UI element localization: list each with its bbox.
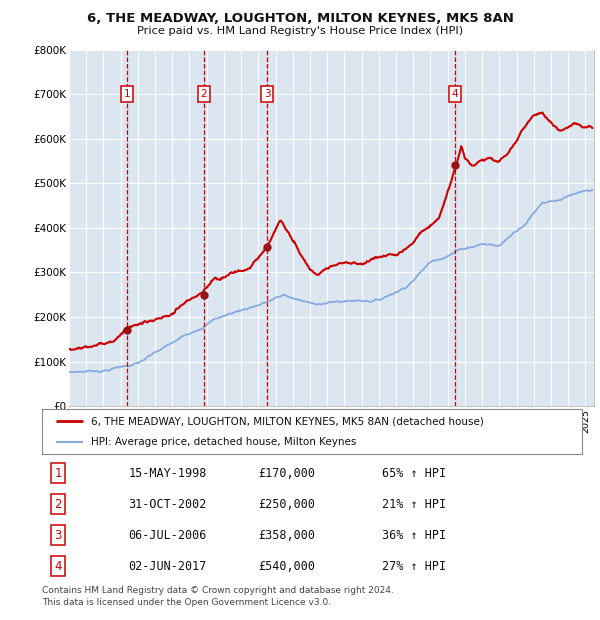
Text: 21% ↑ HPI: 21% ↑ HPI (382, 498, 446, 510)
Text: HPI: Average price, detached house, Milton Keynes: HPI: Average price, detached house, Milt… (91, 436, 356, 447)
Text: 4: 4 (452, 89, 458, 99)
Text: 2: 2 (200, 89, 207, 99)
Text: Price paid vs. HM Land Registry's House Price Index (HPI): Price paid vs. HM Land Registry's House … (137, 26, 463, 36)
Text: 1: 1 (55, 467, 62, 479)
Text: 2: 2 (55, 498, 62, 510)
Text: £540,000: £540,000 (258, 560, 315, 572)
Text: 4: 4 (55, 560, 62, 572)
Text: 6, THE MEADWAY, LOUGHTON, MILTON KEYNES, MK5 8AN (detached house): 6, THE MEADWAY, LOUGHTON, MILTON KEYNES,… (91, 416, 484, 427)
Text: Contains HM Land Registry data © Crown copyright and database right 2024.: Contains HM Land Registry data © Crown c… (42, 586, 394, 595)
Text: 65% ↑ HPI: 65% ↑ HPI (382, 467, 446, 479)
Text: This data is licensed under the Open Government Licence v3.0.: This data is licensed under the Open Gov… (42, 598, 331, 607)
Text: 31-OCT-2002: 31-OCT-2002 (128, 498, 207, 510)
Text: 15-MAY-1998: 15-MAY-1998 (128, 467, 207, 479)
Text: 3: 3 (264, 89, 271, 99)
Text: 6, THE MEADWAY, LOUGHTON, MILTON KEYNES, MK5 8AN: 6, THE MEADWAY, LOUGHTON, MILTON KEYNES,… (86, 12, 514, 25)
Text: £250,000: £250,000 (258, 498, 315, 510)
Text: 27% ↑ HPI: 27% ↑ HPI (382, 560, 446, 572)
Text: 36% ↑ HPI: 36% ↑ HPI (382, 529, 446, 541)
Text: 02-JUN-2017: 02-JUN-2017 (128, 560, 207, 572)
Text: 3: 3 (55, 529, 62, 541)
Text: 06-JUL-2006: 06-JUL-2006 (128, 529, 207, 541)
Text: £358,000: £358,000 (258, 529, 315, 541)
Text: 1: 1 (124, 89, 130, 99)
Text: £170,000: £170,000 (258, 467, 315, 479)
